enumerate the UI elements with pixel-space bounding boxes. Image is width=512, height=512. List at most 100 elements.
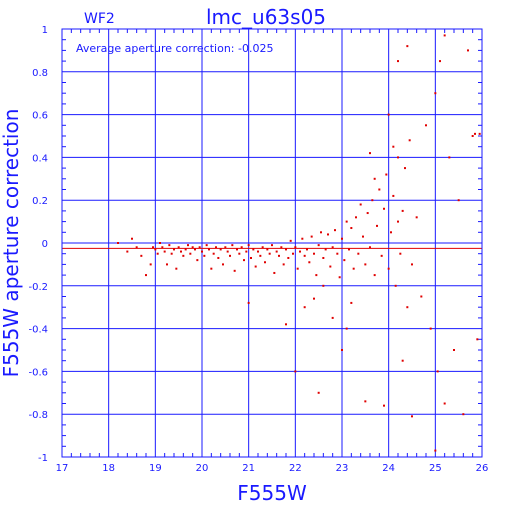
data-point [315,274,318,277]
data-point [457,199,460,202]
y-tick-label: -0.6 [28,367,48,378]
data-point [373,274,376,277]
reference-lines [62,242,482,249]
data-point [194,248,196,251]
y-tick-label: -1 [38,453,48,464]
data-point [173,248,175,251]
data-point [348,248,350,251]
data-point [280,246,283,249]
data-point [397,60,399,63]
x-tick-label: 21 [242,463,255,474]
x-axis-label: F555W [237,481,307,505]
x-tick-label: 24 [382,463,395,474]
data-point [341,237,343,240]
data-point [219,248,222,251]
data-point [303,306,306,309]
data-point [210,267,213,270]
data-point [168,244,171,247]
x-tick-label: 22 [289,463,302,474]
data-point [352,267,355,270]
data-point [215,246,217,249]
x-tick-labels: 17 18 19 20 21 22 23 24 25 26 [56,463,489,474]
data-point [399,252,402,255]
data-point [357,252,360,255]
data-point [383,404,385,407]
data-point [222,263,224,266]
data-point [310,235,313,238]
data-point [287,256,290,259]
data-point [345,220,348,223]
data-point [350,301,353,304]
data-point [196,259,199,262]
data-point [198,246,201,249]
data-point [275,250,278,253]
data-point [140,254,143,257]
data-point [439,60,441,63]
data-point [313,252,315,255]
data-point [322,256,325,259]
data-point [145,274,147,277]
data-point [462,413,465,416]
data-point [117,242,119,244]
y-tick-label: -0.2 [28,282,48,293]
data-point [366,212,369,215]
data-point [308,261,311,264]
y-tick-label: 1 [42,25,48,36]
data-point [247,301,250,304]
data-point [180,250,182,253]
annotation-average: Average aperture correction: -0.025 [76,42,273,55]
data-point [443,402,446,405]
data-point [224,246,227,249]
data-point [175,267,178,270]
data-point [331,246,334,249]
x-tick-label: 25 [429,463,442,474]
data-point [273,271,276,274]
data-point [408,139,411,142]
data-point [371,199,374,202]
data-point [390,231,392,234]
plot-frame [61,28,483,458]
data-point [292,252,294,255]
data-point [243,259,245,262]
data-point [322,284,325,287]
data-point [317,244,320,247]
y-tick-label: 0.2 [32,196,48,207]
data-point [329,265,332,268]
data-point [411,263,413,266]
panel-label: WF2 [84,11,115,27]
data-point [154,248,157,251]
data-point [394,284,397,287]
data-point [434,92,437,95]
data-point [236,248,238,251]
data-point [434,449,437,452]
data-point [467,49,469,52]
data-point [247,244,250,247]
data-point [294,246,297,249]
x-tick-label: 26 [476,463,489,474]
data-point [159,242,161,244]
data-point [294,370,297,373]
data-point [474,132,476,135]
data-point [189,252,192,255]
y-tick-label: -0.4 [28,325,48,336]
data-point [261,246,264,249]
data-point [369,246,371,249]
data-point [229,254,231,257]
data-point [397,156,399,159]
data-point [397,220,399,223]
data-point [187,244,189,247]
data-point [359,203,362,206]
data-point [177,246,180,249]
data-point [240,246,243,249]
data-point [364,263,367,266]
data-point [392,194,395,197]
data-point [355,216,357,219]
data-point [453,349,455,351]
data-point [338,276,341,279]
data-point [401,359,404,362]
data-point [152,246,154,249]
data-point [324,248,327,251]
data-point [191,246,194,249]
data-point [476,338,479,341]
